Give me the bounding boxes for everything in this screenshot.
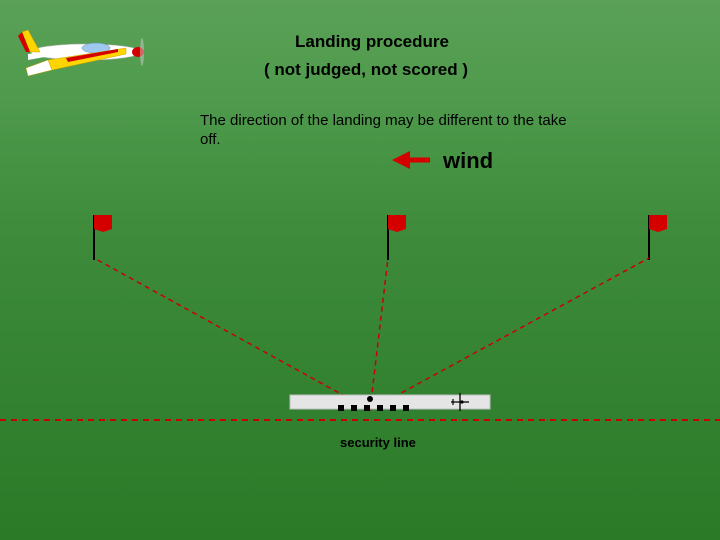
diagram-svg <box>0 0 720 540</box>
flag-center <box>388 215 406 260</box>
wind-arrow-icon <box>392 151 430 169</box>
airplane-icon <box>10 28 146 78</box>
diagram-canvas: Landing procedure ( not judged, not scor… <box>0 0 720 540</box>
sight-lines <box>94 258 649 410</box>
flag-left <box>94 215 112 260</box>
pilot-marker <box>367 396 373 402</box>
flag-right <box>649 215 667 260</box>
